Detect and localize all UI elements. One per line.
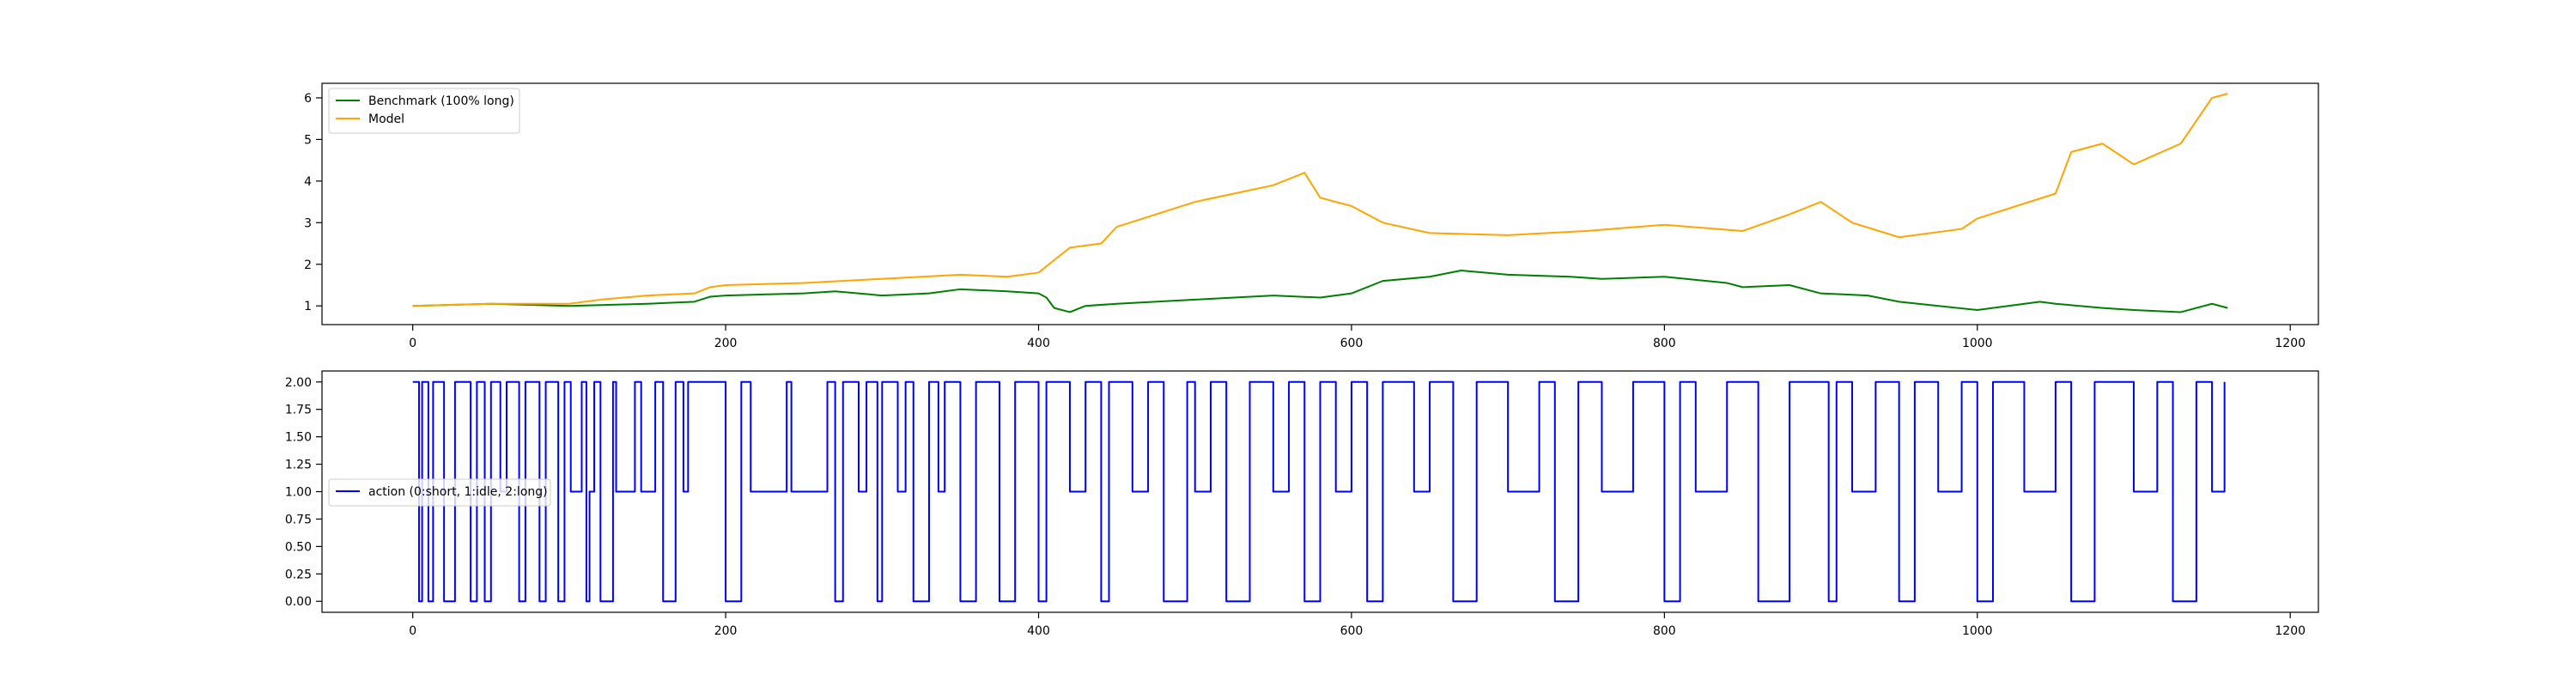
- x-tick-label: 0: [409, 337, 416, 350]
- x-tick-label: 600: [1340, 337, 1364, 350]
- legend-box: [328, 478, 551, 507]
- y-tick-label: 0.25: [285, 568, 312, 581]
- x-tick-label: 1000: [1962, 337, 1993, 350]
- plot-area: [412, 93, 2228, 313]
- series-line-1: [412, 93, 2228, 307]
- y-tick-label: 0.00: [285, 595, 312, 609]
- x-tick-label: 400: [1027, 337, 1050, 350]
- series-line-0: [412, 380, 2226, 603]
- x-tick-label: 400: [1027, 624, 1050, 638]
- y-tick-label: 2: [304, 258, 312, 272]
- y-tick-label: 0.50: [285, 540, 312, 554]
- legend-box: [328, 88, 520, 134]
- y-tick-label: 6: [304, 92, 312, 106]
- plot-area: [412, 380, 2226, 603]
- y-tick-label: 1: [304, 300, 312, 313]
- x-tick-label: 1000: [1962, 624, 1993, 638]
- legend: action (0:short, 1:idle, 2:long): [328, 478, 551, 507]
- action-axes: 0 200 400 600 800 1000 1200 0.00 0.25 0.50 0.75 1.0…: [285, 370, 2319, 638]
- y-tick-label: 3: [304, 216, 312, 230]
- x-tick-label: 800: [1653, 624, 1676, 638]
- legend: Benchmark (100% long) Model: [328, 88, 520, 134]
- axes-frame: [321, 82, 2319, 325]
- y-tick-label: 0.75: [285, 513, 312, 526]
- legend-label: Benchmark (100% long): [368, 94, 514, 108]
- x-tick-label: 1200: [2275, 337, 2306, 350]
- y-tick-label: 1.75: [285, 404, 312, 417]
- x-tick-label: 200: [714, 337, 738, 350]
- portfolio-value-axes: 0 200 400 600 800 1000 1200 1 2 3 4 5 6 Benchmark (10…: [304, 82, 2319, 350]
- x-tick-label: 1200: [2275, 624, 2306, 638]
- x-tick-label: 0: [409, 624, 416, 638]
- legend-label: Model: [368, 112, 404, 126]
- y-tick-label: 1.00: [285, 486, 312, 500]
- y-tick-label: 2.00: [285, 376, 312, 390]
- legend-label: action (0:short, 1:idle, 2:long): [368, 485, 548, 499]
- y-tick-label: 1.50: [285, 431, 312, 445]
- series-line-0: [412, 270, 2228, 313]
- y-tick-label: 5: [304, 133, 312, 147]
- y-tick-label: 4: [304, 175, 312, 189]
- x-tick-label: 600: [1340, 624, 1364, 638]
- y-tick-label: 1.25: [285, 459, 312, 472]
- x-tick-label: 200: [714, 624, 738, 638]
- x-tick-label: 800: [1653, 337, 1676, 350]
